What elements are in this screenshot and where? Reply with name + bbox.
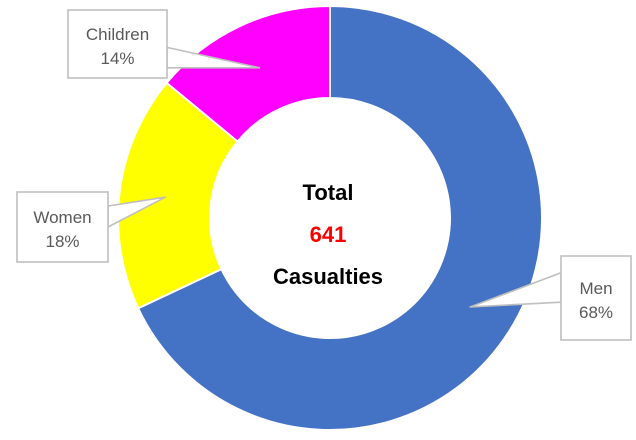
callout-labels: Men 68% Women 18% Children 14% [16, 9, 632, 341]
callout-box-fill [562, 257, 630, 339]
callout-men: Men 68% [469, 255, 632, 341]
callout-box-fill [18, 193, 107, 261]
callout-category-label: Women [33, 208, 91, 227]
center-label-count: 641 [310, 222, 347, 247]
center-label: Total 641 Casualties [273, 180, 383, 289]
center-label-total: Total [303, 180, 354, 205]
donut-slice-children [165, 4, 331, 143]
callout-percent-label: 14% [100, 49, 134, 68]
callout-percent-label: 68% [579, 303, 613, 322]
callout-women: Women 18% [16, 191, 167, 263]
donut-slice-women [117, 81, 239, 310]
callout-category-label: Men [579, 279, 612, 298]
donut-slices [117, 4, 543, 431]
callout-category-label: Children [86, 25, 149, 44]
center-label-casualties: Casualties [273, 264, 383, 289]
donut-slice-men [136, 4, 543, 431]
callout-box-fill [69, 11, 166, 77]
callout-children: Children 14% [67, 9, 261, 79]
callout-percent-label: 18% [45, 232, 79, 251]
